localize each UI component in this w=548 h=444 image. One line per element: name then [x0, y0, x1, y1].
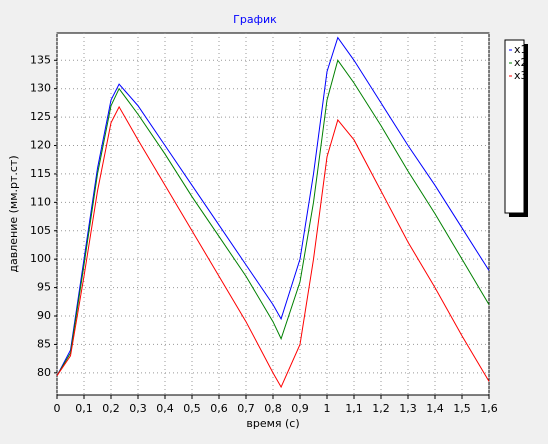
x-tick-label: 0,6: [210, 402, 228, 415]
y-tick-label: 80: [37, 366, 51, 379]
line-series: [56, 36, 490, 376]
x-tick-label: 1,4: [426, 402, 444, 415]
x-tick-label: 1,1: [345, 402, 363, 415]
x-tick-label: 0: [54, 402, 61, 415]
x-tick-label: 1,6: [480, 402, 498, 415]
x-tick-label: 0,4: [156, 402, 174, 415]
legend-box: [504, 39, 525, 214]
y-tick-label: 85: [37, 337, 51, 350]
x-tick-label: 0,1: [75, 402, 93, 415]
y-tick-label: 90: [37, 309, 51, 322]
y-tick-label: 110: [30, 195, 51, 208]
x-tick-label: 0,3: [129, 402, 147, 415]
x-tick-label: 1,3: [399, 402, 417, 415]
y-tick-label: 100: [30, 252, 51, 265]
y-tick-label: 130: [30, 82, 51, 95]
y-axis-label: давление (мм.рт.ст): [7, 155, 20, 272]
x-tick-label: 0,7: [237, 402, 255, 415]
y-tick-label: 105: [30, 224, 51, 237]
x-tick-label: 1,2: [372, 402, 390, 415]
x-tick-label: 0,8: [264, 402, 282, 415]
chart-title: График: [233, 13, 277, 26]
y-tick-label: 120: [30, 139, 51, 152]
y-tick-label: 125: [30, 110, 51, 123]
y-tick-label: 135: [30, 53, 51, 66]
legend-label: x2: [514, 56, 528, 69]
legend-label: x3: [514, 69, 528, 82]
line-series: [56, 105, 490, 389]
y-tick-label: 115: [30, 167, 51, 180]
x-axis-label: время (с): [246, 417, 299, 430]
x-tick-label: 0,2: [102, 402, 120, 415]
x-tick-label: 0,9: [291, 402, 309, 415]
y-tick-label: 95: [37, 281, 51, 294]
legend-label: x1: [514, 43, 528, 56]
x-tick-label: 1,5: [453, 402, 471, 415]
x-tick-label: 0,5: [183, 402, 201, 415]
x-tick-label: 1: [324, 402, 331, 415]
line-series: [56, 59, 490, 376]
